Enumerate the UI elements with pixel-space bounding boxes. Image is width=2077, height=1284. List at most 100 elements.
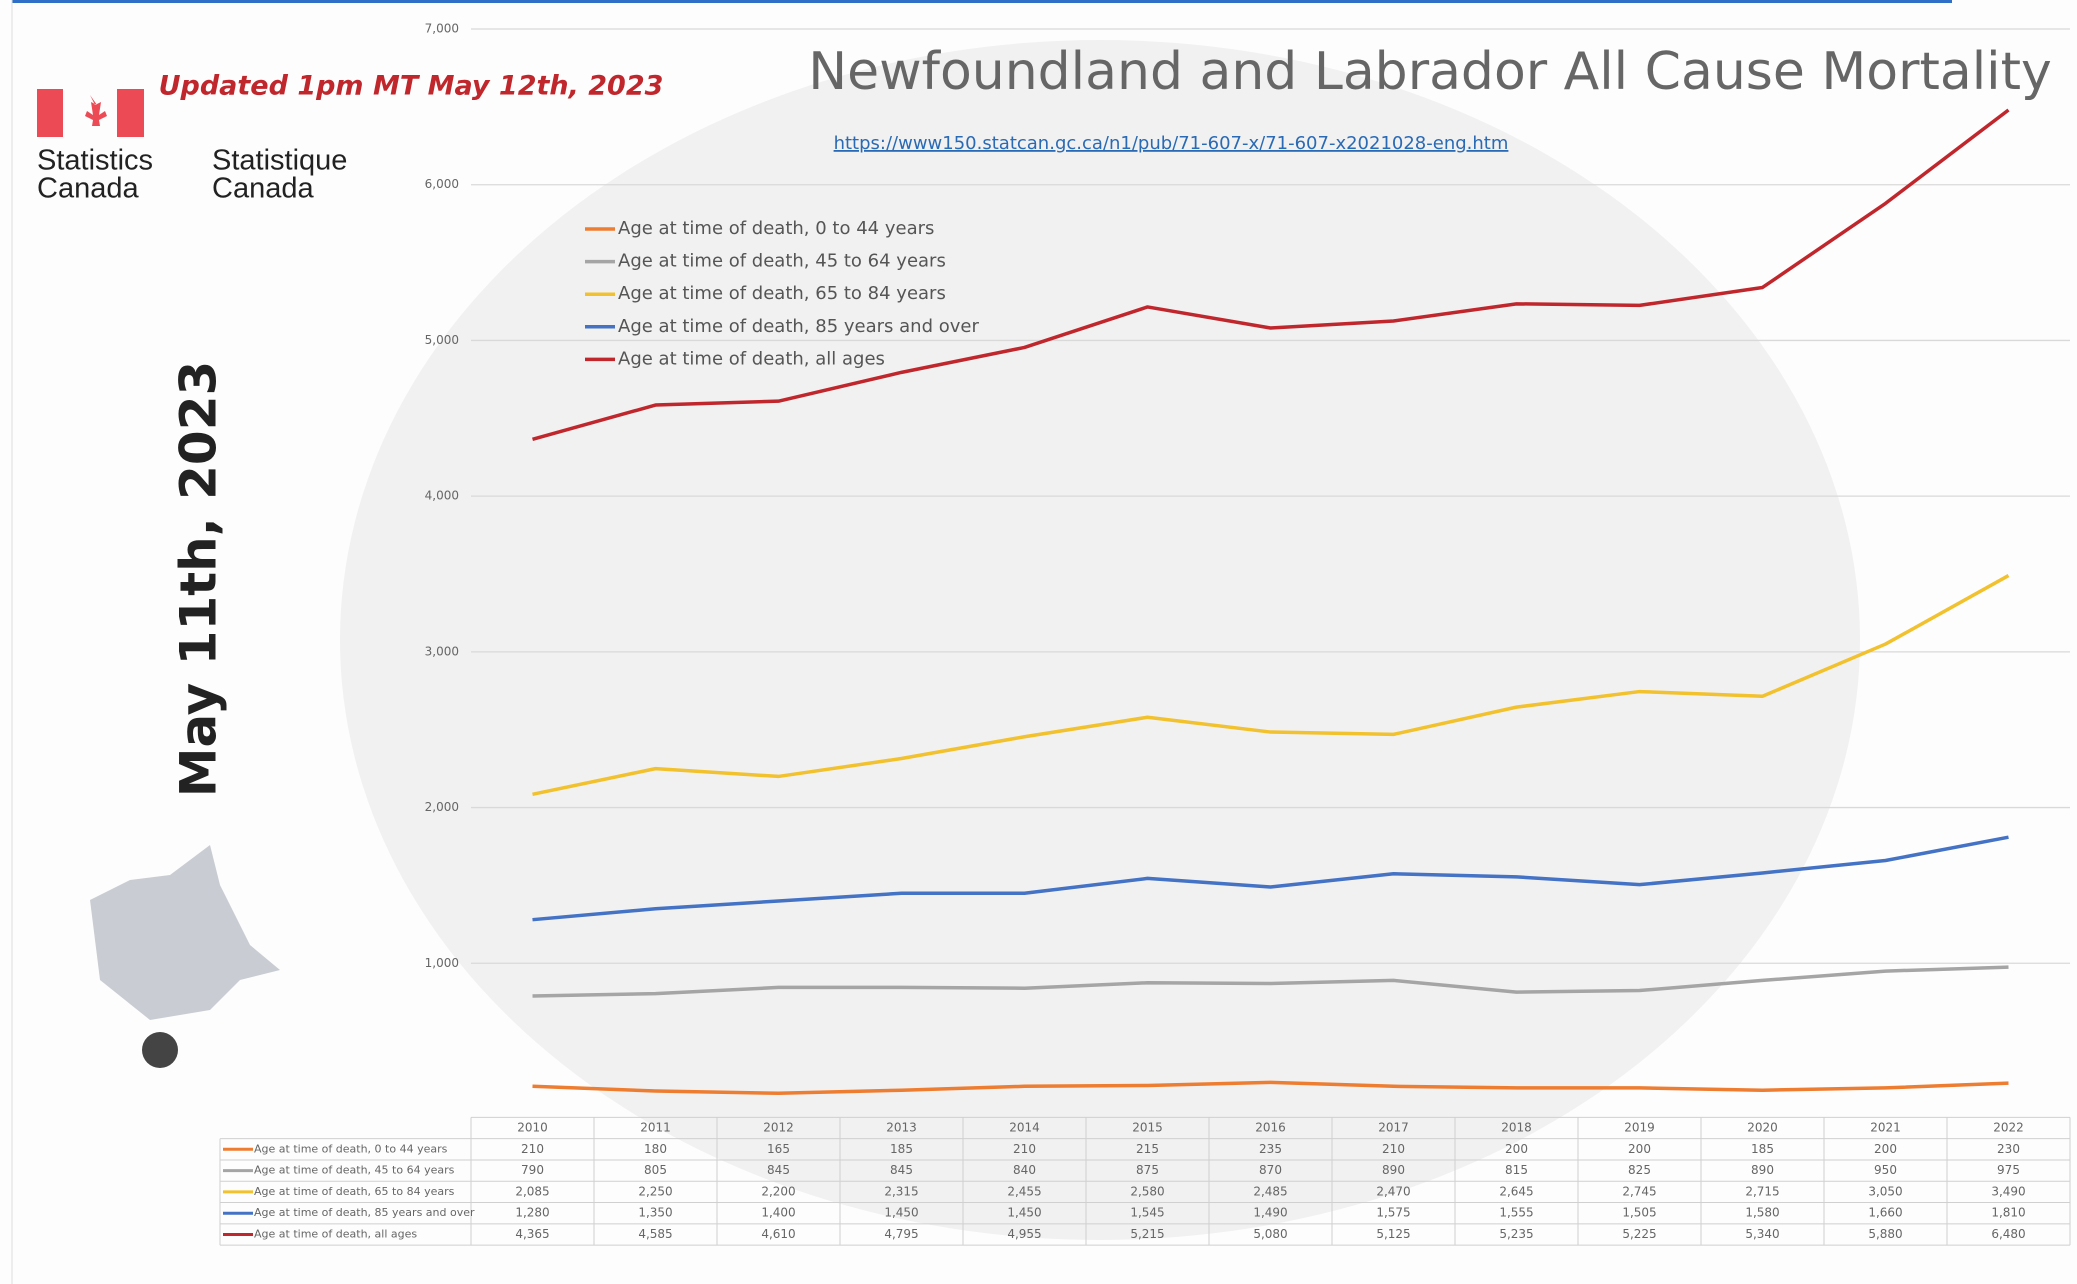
top-bar [12, 0, 1952, 3]
table-cell: 2,200 [761, 1184, 795, 1198]
table-cell: 1,490 [1253, 1206, 1287, 1220]
table-cell: 4,795 [884, 1227, 918, 1241]
y-tick-label: 3,000 [425, 644, 459, 658]
table-cell: 815 [1505, 1163, 1528, 1177]
legend-label: Age at time of death, all ages [618, 348, 885, 369]
table-cell: 1,660 [1868, 1206, 1902, 1220]
legend-label: Age at time of death, 45 to 64 years [618, 251, 946, 272]
table-cell: 2,745 [1622, 1184, 1656, 1198]
table-cell: 2,485 [1253, 1184, 1287, 1198]
x-tick-label: 2017 [1378, 1121, 1409, 1135]
x-tick-label: 2012 [763, 1121, 794, 1135]
table-cell: 2,470 [1376, 1184, 1410, 1198]
logo-text: Statistique [212, 145, 347, 177]
table-cell: 4,610 [761, 1227, 795, 1241]
table-cell: 870 [1259, 1163, 1282, 1177]
table-cell: 1,555 [1499, 1206, 1533, 1220]
table-cell: 5,125 [1376, 1227, 1410, 1241]
y-tick-label: 2,000 [425, 800, 459, 814]
table-cell: 2,715 [1745, 1184, 1779, 1198]
x-tick-label: 2011 [640, 1121, 671, 1135]
paw [142, 1032, 178, 1068]
x-tick-label: 2015 [1132, 1121, 1163, 1135]
x-tick-label: 2018 [1501, 1121, 1532, 1135]
table-cell: 235 [1259, 1142, 1282, 1156]
table-cell: 1,580 [1745, 1206, 1779, 1220]
legend-label: Age at time of death, 85 years and over [618, 316, 979, 337]
table-cell: 1,450 [1007, 1206, 1041, 1220]
legend-label: Age at time of death, 65 to 84 years [618, 283, 946, 304]
table-cell: 1,505 [1622, 1206, 1656, 1220]
table-cell: 845 [767, 1163, 790, 1177]
table-row-label: Age at time of death, 85 years and over [254, 1206, 475, 1219]
source-link[interactable]: https://www150.statcan.gc.ca/n1/pub/71-6… [834, 133, 1509, 154]
table-cell: 185 [890, 1142, 913, 1156]
side-date: May 11th, 2023 [170, 361, 228, 798]
table-cell: 950 [1874, 1163, 1897, 1177]
logo-text: Statistics [37, 145, 153, 177]
y-tick-label: 1,000 [425, 956, 459, 970]
table-cell: 805 [644, 1163, 667, 1177]
table-cell: 210 [1013, 1142, 1036, 1156]
table-cell: 5,880 [1868, 1227, 1902, 1241]
table-cell: 790 [521, 1163, 544, 1177]
x-tick-label: 2016 [1255, 1121, 1286, 1135]
table-cell: 215 [1136, 1142, 1159, 1156]
table-row-label: Age at time of death, 65 to 84 years [254, 1185, 455, 1198]
legend-label: Age at time of death, 0 to 44 years [618, 218, 934, 239]
background-art [340, 40, 1860, 1240]
chart-title: Newfoundland and Labrador All Cause Mort… [808, 42, 2052, 102]
series-line [532, 108, 2010, 441]
table-cell: 2,645 [1499, 1184, 1533, 1198]
table-cell: 200 [1505, 1142, 1528, 1156]
wolf-icon [90, 845, 280, 1068]
table-cell: 200 [1628, 1142, 1651, 1156]
table-cell: 5,080 [1253, 1227, 1287, 1241]
y-tick-label: 4,000 [425, 489, 459, 503]
table-cell: 200 [1874, 1142, 1897, 1156]
logo: Statistics Canada Statistique Canada [37, 89, 347, 205]
table-cell: 2,315 [884, 1184, 918, 1198]
table-cell: 2,250 [638, 1184, 672, 1198]
table-row-label: Age at time of death, 45 to 64 years [254, 1164, 455, 1177]
x-tick-label: 2022 [1993, 1121, 2024, 1135]
table-cell: 2,580 [1130, 1184, 1164, 1198]
table-cell: 210 [521, 1142, 544, 1156]
y-tick-label: 5,000 [425, 333, 459, 347]
table-cell: 6,480 [1991, 1227, 2025, 1241]
x-tick-label: 2019 [1624, 1121, 1655, 1135]
table-cell: 1,400 [761, 1206, 795, 1220]
table-cell: 2,455 [1007, 1184, 1041, 1198]
x-tick-label: 2013 [886, 1121, 917, 1135]
table-cell: 1,450 [884, 1206, 918, 1220]
x-tick-label: 2014 [1009, 1121, 1040, 1135]
table-cell: 4,585 [638, 1227, 672, 1241]
table-cell: 165 [767, 1142, 790, 1156]
table-cell: 1,575 [1376, 1206, 1410, 1220]
x-tick-label: 2020 [1747, 1121, 1778, 1135]
x-tick-label: 2021 [1870, 1121, 1901, 1135]
table-cell: 3,050 [1868, 1184, 1902, 1198]
table-cell: 975 [1997, 1163, 2020, 1177]
flag-band [37, 89, 63, 137]
table-cell: 5,340 [1745, 1227, 1779, 1241]
wolf-head [90, 845, 280, 1020]
table-cell: 825 [1628, 1163, 1651, 1177]
table-cell: 180 [644, 1142, 667, 1156]
x-tick-label: 2010 [517, 1121, 548, 1135]
table-cell: 890 [1751, 1163, 1774, 1177]
table-cell: 2,085 [515, 1184, 549, 1198]
table-cell: 845 [890, 1163, 913, 1177]
table-cell: 1,350 [638, 1206, 672, 1220]
series-line [532, 965, 2009, 998]
updated-note: Updated 1pm MT May 12th, 2023 [159, 71, 664, 102]
table-cell: 1,810 [1991, 1206, 2025, 1220]
logo-text: Canada [212, 173, 314, 205]
table-cell: 5,215 [1130, 1227, 1164, 1241]
table-cell: 840 [1013, 1163, 1036, 1177]
table-cell: 890 [1382, 1163, 1405, 1177]
series-line [532, 835, 2009, 922]
flag-band [117, 89, 144, 137]
